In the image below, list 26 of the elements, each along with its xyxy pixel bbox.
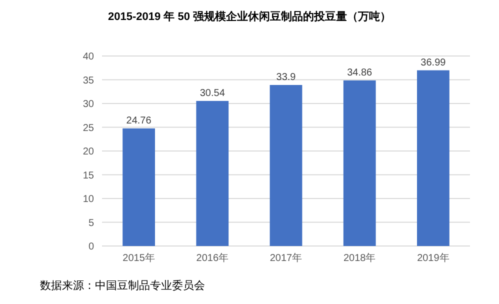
data-label: 34.86 (347, 67, 373, 78)
x-tick-label: 2017年 (270, 252, 302, 264)
chart-title: 2015-2019 年 50 强规模企业休闲豆制品的投豆量（万吨） (108, 10, 392, 23)
y-tick-label: 15 (82, 170, 94, 182)
x-tick-label: 2015年 (122, 252, 155, 264)
y-tick-label: 40 (82, 52, 94, 62)
y-tick-label: 35 (82, 75, 94, 86)
x-tick-label: 2018年 (343, 252, 376, 264)
y-tick-label: 20 (82, 146, 94, 158)
y-tick-label: 30 (82, 99, 94, 110)
data-label: 33.9 (276, 72, 296, 83)
bar (343, 80, 376, 246)
x-tick-label: 2019年 (417, 252, 450, 264)
y-tick-label: 5 (88, 218, 94, 229)
y-tick-label: 25 (82, 122, 94, 134)
bar (122, 128, 155, 246)
bar (270, 84, 302, 246)
source-note: 数据来源：中国豆制品专业委员会 (40, 279, 205, 292)
data-label: 24.76 (126, 115, 152, 126)
bar (196, 100, 229, 246)
data-label: 36.99 (420, 57, 446, 68)
bar (417, 70, 450, 246)
x-tick-label: 2016年 (196, 252, 229, 264)
y-tick-label: 0 (88, 242, 94, 252)
y-tick-label: 10 (82, 194, 94, 205)
data-label: 30.54 (200, 88, 226, 99)
